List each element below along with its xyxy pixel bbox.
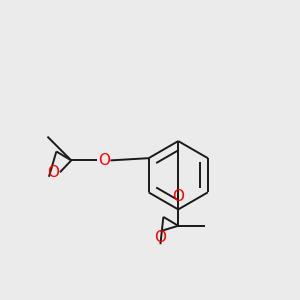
Text: O: O [172,189,184,204]
Text: O: O [154,230,166,245]
Text: O: O [47,165,59,180]
Text: O: O [98,153,110,168]
